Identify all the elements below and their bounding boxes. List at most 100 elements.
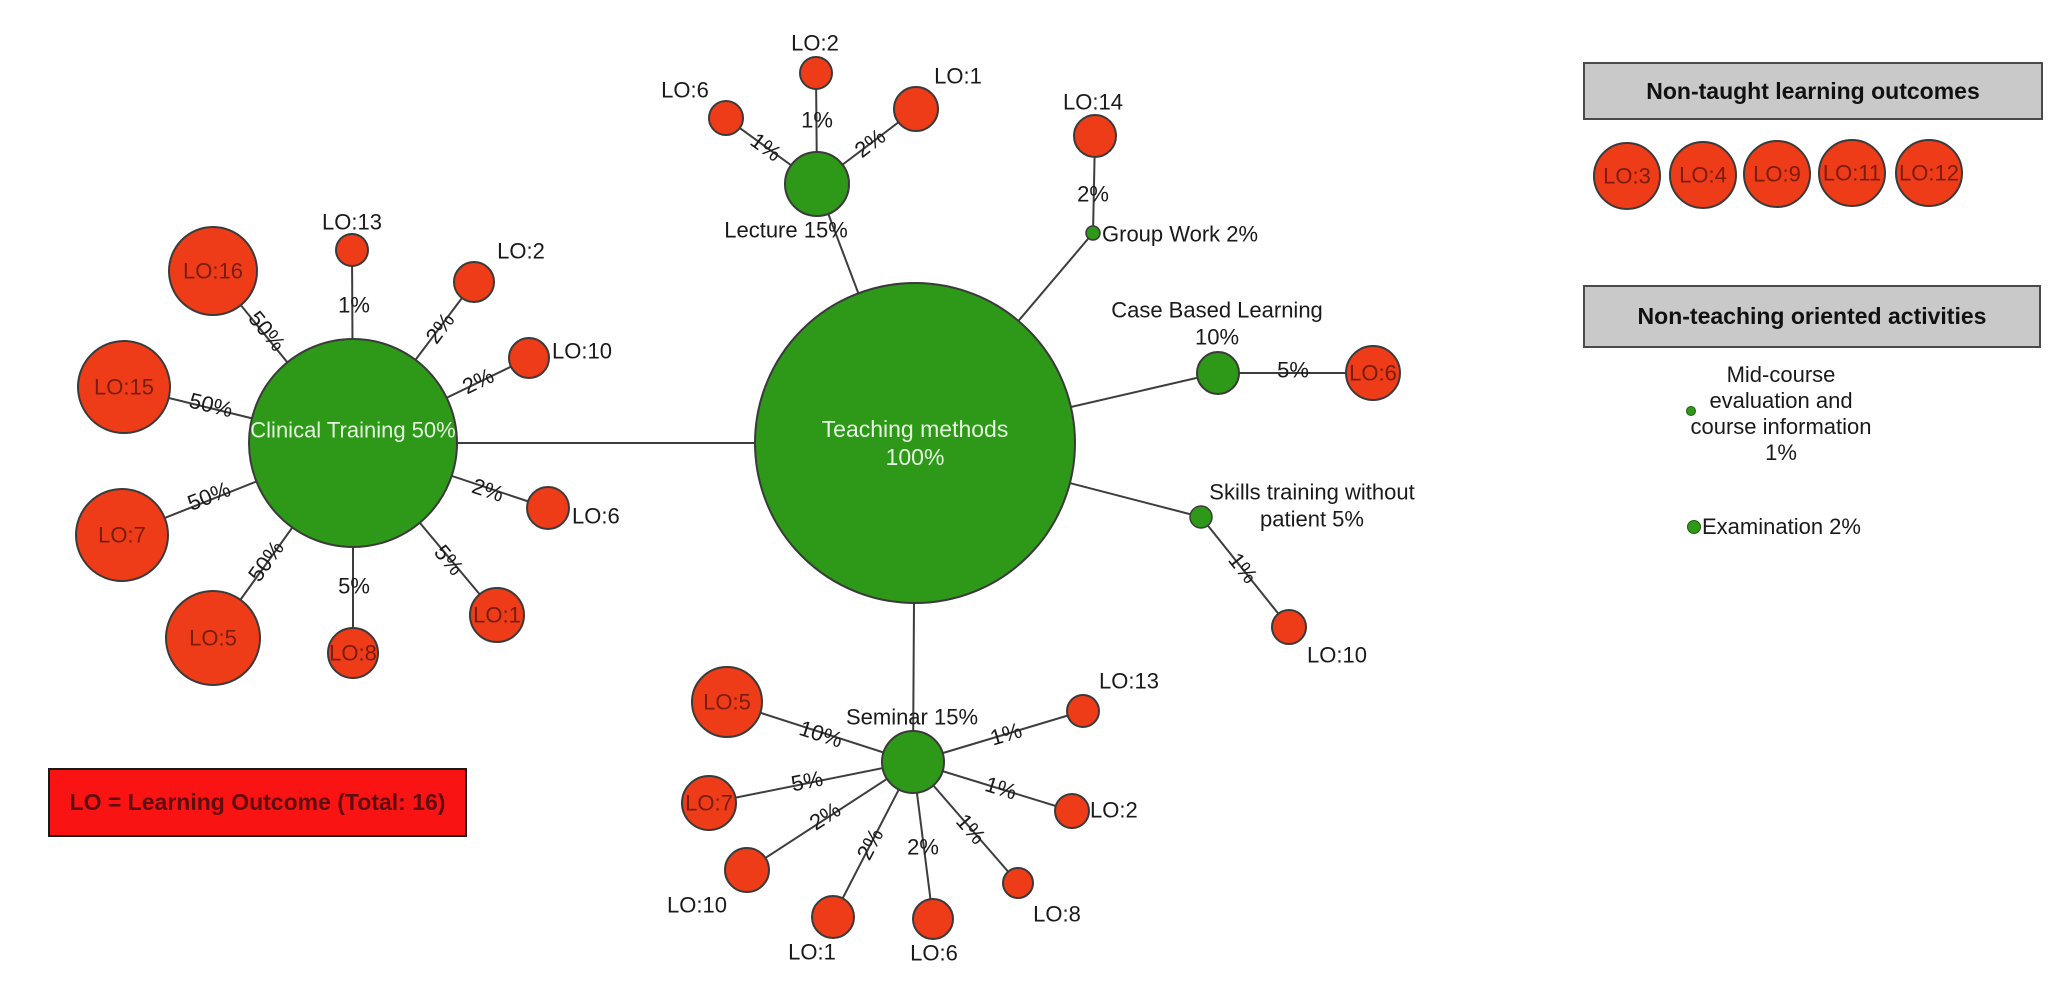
node-label-ct-lo7: LO:7: [98, 523, 146, 548]
node-label-lc-lo2: LO:2: [791, 31, 839, 56]
node-label-ct-lo16: LO:16: [183, 259, 243, 284]
edge-label-ct-lo13: 1%: [338, 293, 370, 318]
node-sk-lo10: [1271, 609, 1307, 645]
node-lc-lo6: [708, 100, 744, 136]
node-sm-lo1: [811, 895, 855, 939]
mid-course-line-3: course information: [1690, 414, 1872, 439]
node-ct-lo16: [168, 226, 258, 316]
edge-label-cb-lo6: 5%: [1277, 358, 1309, 383]
edge-label-ct-lo2: 2%: [420, 308, 459, 348]
node-casebased: [1196, 351, 1240, 395]
node-ct-lo1: [469, 587, 525, 643]
node-label-nt-lo9: LO:9: [1753, 162, 1801, 187]
mid-course-item: Mid-course evaluation and course informa…: [1650, 362, 1912, 466]
node-label-teaching-2: 100%: [886, 444, 945, 470]
node-ct-lo5: [165, 590, 261, 686]
node-sm-lo2: [1054, 793, 1090, 829]
edge-label-lc-lo6: 1%: [746, 128, 786, 167]
node-label-skills-1: Skills training without: [1209, 480, 1414, 505]
node-label-lc-lo1: LO:1: [934, 64, 982, 89]
node-lecture: [784, 151, 850, 217]
edge-label-ct-lo7: 50%: [184, 476, 234, 516]
node-label-sm-lo7: LO:7: [685, 791, 733, 816]
mid-course-dot-icon: [1686, 406, 1696, 416]
examination-dot-icon: [1687, 520, 1701, 534]
node-label-sk-lo10: LO:10: [1307, 643, 1367, 668]
non-taught-header-label: Non-taught learning outcomes: [1646, 77, 1980, 104]
edge-label-ct-lo8: 5%: [338, 574, 370, 599]
node-label-ct-lo5: LO:5: [189, 626, 237, 651]
node-ct-lo13: [335, 233, 369, 267]
node-skills: [1189, 505, 1213, 529]
node-label-casebased-1: Case Based Learning: [1111, 298, 1323, 323]
mid-course-line-4: 1%: [1765, 440, 1797, 465]
node-label-sm-lo5: LO:5: [703, 690, 751, 715]
node-label-nt-lo11: LO:11: [1823, 161, 1881, 186]
node-ct-lo2: [453, 261, 495, 303]
node-ct-lo7: [75, 488, 169, 582]
node-groupwork: [1085, 225, 1101, 241]
node-nt-lo3: [1593, 142, 1661, 210]
node-cb-lo6: [1345, 345, 1401, 401]
node-lc-lo1: [893, 86, 939, 132]
examination-item: Examination 2%: [1702, 514, 1861, 539]
node-label-nt-lo4: LO:4: [1679, 163, 1727, 188]
edge-label-sm-lo8: 1%: [951, 809, 991, 849]
node-label-skills-2: patient 5%: [1260, 507, 1364, 532]
node-label-teaching-1: Teaching methods: [822, 416, 1009, 442]
edge-label-ct-lo6: 2%: [469, 473, 507, 507]
edge-label-sm-lo2: 1%: [982, 771, 1020, 804]
edge-seminar-sm-lo7: [708, 761, 914, 804]
edge-label-ct-lo16: 50%: [243, 306, 290, 356]
node-label-ct-lo15: LO:15: [94, 375, 154, 400]
edge-label-sm-lo1: 2%: [852, 824, 889, 864]
node-label-seminar: Seminar 15%: [846, 705, 978, 730]
node-label-lecture: Lecture 15%: [724, 218, 848, 243]
node-label-sm-lo1: LO:1: [788, 940, 836, 965]
non-taught-header: Non-taught learning outcomes: [1583, 62, 2043, 120]
node-gw-lo14: [1073, 114, 1117, 158]
node-label-ct-lo8: LO:8: [329, 641, 377, 666]
node-sm-lo6: [912, 898, 954, 940]
node-clinical: [248, 338, 458, 548]
edge-label-sm-lo7: 5%: [789, 766, 825, 797]
node-label-casebased-2: 10%: [1195, 325, 1239, 350]
node-sm-lo7: [681, 775, 737, 831]
node-label-lc-lo6: LO:6: [661, 78, 709, 103]
node-sm-lo5: [691, 666, 763, 738]
node-seminar: [881, 730, 945, 794]
edge-label-lc-lo2: 1%: [801, 108, 833, 133]
edge-label-sm-lo6: 2%: [907, 835, 939, 860]
node-ct-lo15: [77, 340, 171, 434]
node-lc-lo2: [799, 56, 833, 90]
node-label-cb-lo6: LO:6: [1349, 361, 1397, 386]
node-nt-lo11: [1818, 139, 1886, 207]
node-label-sm-lo2: LO:2: [1090, 798, 1138, 823]
edge-label-sm-lo5: 10%: [796, 715, 846, 752]
edge-seminar-sm-lo10: [746, 761, 914, 871]
edge-label-sm-lo13: 1%: [987, 717, 1025, 750]
node-label-ct-lo10: LO:10: [552, 339, 612, 364]
node-label-ct-lo6: LO:6: [572, 504, 620, 529]
node-ct-lo8: [327, 627, 379, 679]
node-ct-lo6: [526, 486, 570, 530]
node-ct-lo10: [508, 337, 550, 379]
node-nt-lo9: [1743, 140, 1811, 208]
edge-skills-sk-lo10: [1200, 516, 1290, 628]
edge-label-ct-lo15: 50%: [187, 388, 236, 423]
node-label-sm-lo6: LO:6: [910, 941, 958, 966]
node-nt-lo4: [1669, 141, 1737, 209]
node-label-ct-lo2: LO:2: [497, 239, 545, 264]
node-label-sm-lo13: LO:13: [1099, 669, 1159, 694]
mid-course-line-2: evaluation and: [1709, 388, 1853, 413]
non-teaching-header: Non-teaching oriented activities: [1583, 285, 2041, 348]
node-label-ct-lo13: LO:13: [322, 210, 382, 235]
mid-course-line-1: Mid-course: [1726, 362, 1836, 387]
node-nt-lo12: [1895, 139, 1963, 207]
node-label-clinical: Clinical Training 50%: [250, 418, 455, 443]
edge-label-gw-lo14: 2%: [1077, 182, 1109, 207]
edge-label-lc-lo1: 2%: [850, 123, 890, 162]
legend-box: LO = Learning Outcome (Total: 16): [48, 768, 467, 837]
